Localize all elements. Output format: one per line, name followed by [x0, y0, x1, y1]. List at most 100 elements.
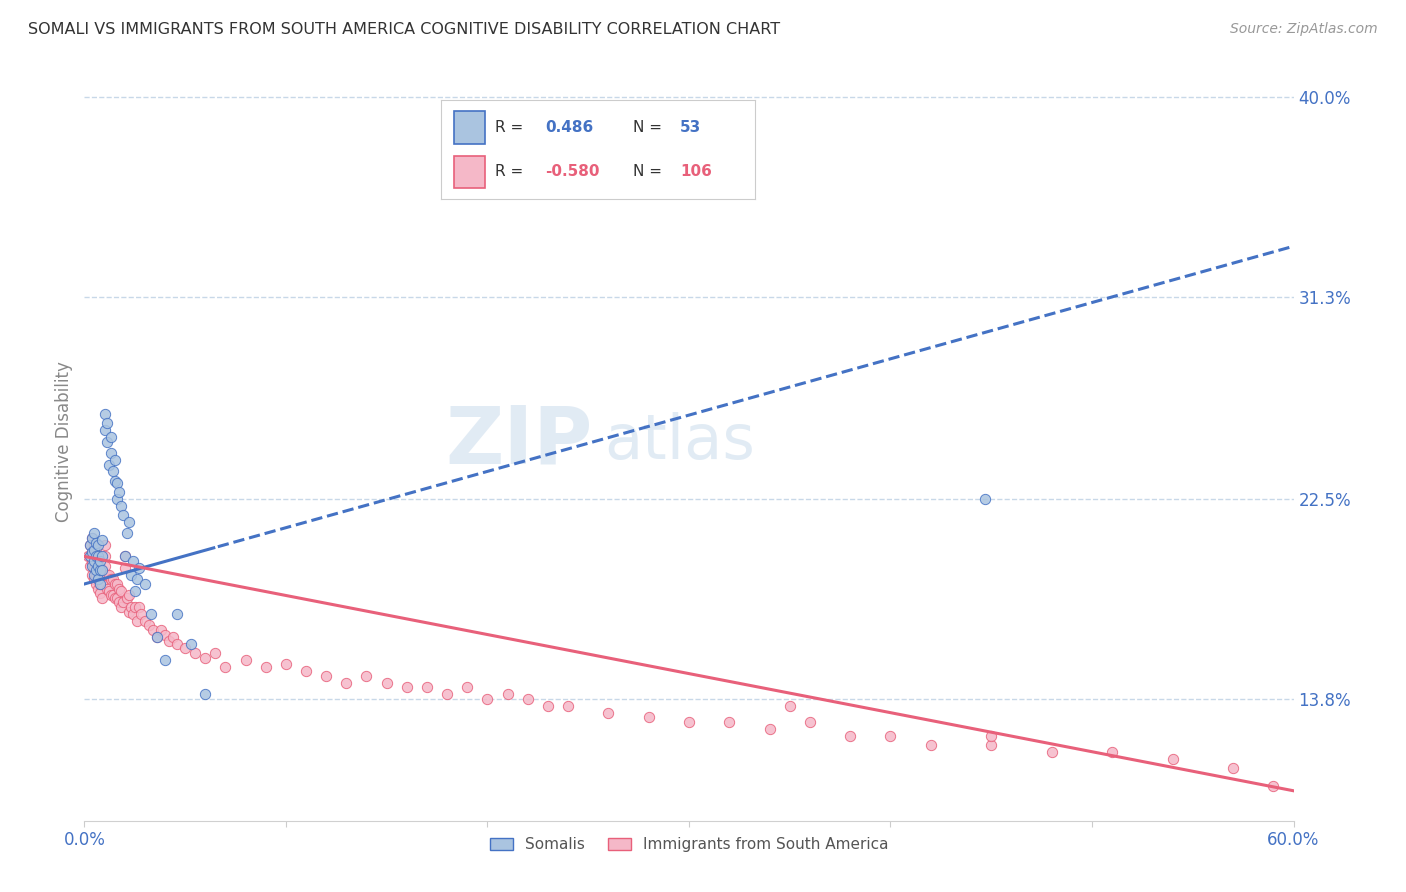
Point — [110, 499, 132, 513]
Point — [138, 618, 160, 632]
Point — [477, 691, 499, 706]
Point — [93, 538, 115, 552]
Point — [100, 589, 122, 603]
Point — [91, 563, 114, 577]
Point — [89, 563, 111, 577]
Point — [105, 491, 128, 506]
Point — [153, 627, 176, 641]
Point — [214, 659, 236, 673]
Point — [114, 561, 136, 575]
Point — [637, 710, 659, 724]
Point — [121, 554, 143, 568]
Point — [125, 614, 148, 628]
Point — [295, 665, 318, 679]
Point — [91, 563, 114, 577]
Point — [375, 675, 398, 690]
Point — [142, 623, 165, 637]
Point — [537, 698, 560, 713]
Point — [436, 687, 458, 701]
Point — [128, 599, 150, 614]
Point — [100, 430, 122, 444]
Point — [118, 605, 141, 619]
Point — [110, 583, 132, 598]
Point — [86, 557, 108, 571]
Point — [115, 591, 138, 605]
Point — [82, 531, 104, 545]
Point — [79, 558, 101, 573]
Point — [105, 577, 128, 591]
Point — [82, 567, 104, 582]
Point — [134, 577, 156, 591]
Point — [89, 577, 111, 591]
Point — [395, 681, 418, 695]
Point — [153, 653, 176, 667]
Point — [139, 607, 162, 621]
Point — [86, 567, 108, 582]
Point — [104, 453, 127, 467]
Point — [97, 567, 120, 582]
Point — [180, 637, 202, 651]
Text: atlas: atlas — [605, 411, 755, 472]
Point — [557, 698, 579, 713]
Point — [96, 416, 118, 430]
Point — [87, 538, 110, 552]
Point — [879, 729, 901, 743]
Point — [96, 434, 118, 449]
Point — [799, 714, 821, 729]
Point — [758, 722, 780, 736]
Point — [718, 714, 741, 729]
Point — [89, 554, 111, 568]
Point — [254, 659, 277, 673]
Point — [356, 669, 378, 683]
Point — [1263, 779, 1285, 793]
Text: ZIP: ZIP — [444, 402, 592, 481]
Point — [1161, 751, 1184, 765]
Text: SOMALI VS IMMIGRANTS FROM SOUTH AMERICA COGNITIVE DISABILITY CORRELATION CHART: SOMALI VS IMMIGRANTS FROM SOUTH AMERICA … — [28, 22, 780, 37]
Point — [97, 458, 120, 472]
Point — [83, 538, 105, 552]
Point — [86, 535, 108, 549]
Point — [97, 583, 120, 598]
Point — [120, 599, 142, 614]
Point — [83, 526, 105, 541]
Point — [839, 729, 862, 743]
Point — [162, 630, 184, 644]
Point — [89, 563, 111, 577]
Point — [516, 691, 538, 706]
Point — [87, 558, 110, 573]
Point — [96, 567, 118, 582]
Point — [166, 607, 188, 621]
Point — [83, 567, 105, 582]
Point — [105, 591, 128, 605]
Point — [93, 558, 115, 573]
Point — [93, 407, 115, 421]
Point — [104, 474, 127, 488]
Point — [89, 577, 111, 591]
Point — [125, 573, 148, 587]
Point — [980, 729, 1002, 743]
Point — [100, 573, 122, 587]
Point — [82, 557, 104, 571]
Point — [83, 542, 105, 557]
Point — [82, 558, 104, 573]
Point — [91, 549, 114, 564]
Point — [83, 549, 105, 564]
Point — [456, 681, 478, 695]
Point — [86, 549, 108, 564]
Y-axis label: Cognitive Disability: Cognitive Disability — [55, 361, 73, 522]
Point — [87, 549, 110, 564]
Point — [82, 531, 104, 545]
Point — [82, 545, 104, 559]
Point — [1222, 761, 1244, 775]
Point — [107, 595, 129, 609]
Point — [96, 582, 118, 596]
Point — [129, 607, 152, 621]
Point — [235, 653, 257, 667]
Point — [105, 475, 128, 490]
Point — [194, 650, 217, 665]
Point — [86, 563, 108, 577]
Point — [204, 646, 226, 660]
Point — [274, 657, 297, 672]
Point — [1040, 745, 1063, 759]
Point — [107, 485, 129, 500]
